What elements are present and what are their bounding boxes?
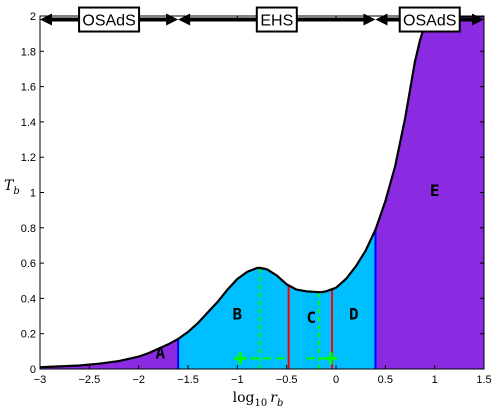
band-arrow-right-2 — [472, 13, 484, 26]
y-tick-label-7: 1.4 — [21, 117, 36, 129]
y-tick-label-4: 0.8 — [21, 223, 36, 235]
region-fill-d — [332, 229, 376, 369]
region-label-a: A — [156, 343, 166, 362]
band-box-2 — [398, 6, 461, 33]
y-tick-label-6: 1.2 — [21, 152, 36, 164]
band-label-1: EHS — [260, 13, 293, 30]
y-tick-label-8: 1.6 — [21, 82, 36, 94]
band-arrow-left-0 — [40, 13, 52, 26]
region-label-c: C — [307, 308, 317, 327]
region-label-d: D — [349, 305, 359, 324]
y-tick-label-1: 0.2 — [21, 329, 36, 341]
region-labels: A B C D E — [156, 181, 440, 362]
x-tick-label-3: −1.5 — [177, 374, 199, 386]
band-arrow-left-2 — [375, 13, 388, 26]
x-tick-label-7: 0.5 — [378, 374, 393, 386]
band-arrow-right-1 — [363, 13, 376, 26]
y-tick-label-5: 1 — [30, 188, 36, 200]
y-tick-label-3: 0.6 — [21, 258, 36, 270]
band-box-0 — [78, 6, 141, 33]
y-tick-label-9: 1.8 — [21, 46, 36, 58]
x-tick-label-8: 1 — [432, 374, 438, 386]
y-tick-label-10: 2 — [30, 11, 36, 23]
region-fill-e — [375, 16, 484, 369]
region-label-e: E — [430, 181, 440, 200]
plus-marker-1 — [325, 352, 338, 365]
x-axis-label: log10 rb — [233, 390, 284, 409]
x-tick-label-1: −2.5 — [78, 374, 100, 386]
x-tick-label-0: −3 — [34, 374, 47, 386]
x-tick-label-5: −0.5 — [276, 374, 298, 386]
curve-line — [40, 16, 484, 369]
region-label-b: B — [233, 305, 243, 324]
y-axis-label: Tb — [4, 178, 20, 197]
region-fill-a — [40, 339, 179, 369]
boundary-lines — [177, 229, 377, 369]
y-tick-label-0: 0 — [30, 364, 36, 376]
x-tick-label-2: −2 — [132, 374, 145, 386]
axis-ticks: −3 −2.5 −2 −1.5 −1 −0.5 0 0.5 1 1.5 0 0.2 0.4 0.6 0.8 1… — [21, 11, 492, 386]
x-tick-label-4: −1 — [231, 374, 244, 386]
band-box-1 — [255, 6, 298, 33]
band-label-2: OSAdS — [403, 13, 456, 30]
region-fills — [40, 16, 484, 369]
band-arrow-left-1 — [178, 13, 191, 26]
region-fill-c — [288, 285, 333, 369]
band-arrow-right-0 — [166, 13, 179, 26]
plus-marker-0 — [234, 352, 247, 365]
y-tick-label-2: 0.4 — [21, 293, 36, 305]
x-tick-label-6: 0 — [333, 374, 339, 386]
top-bands: OSAdS EHS OSAdS — [40, 6, 484, 33]
x-tick-label-9: 1.5 — [476, 374, 491, 386]
band-label-0: OSAdS — [82, 13, 135, 30]
